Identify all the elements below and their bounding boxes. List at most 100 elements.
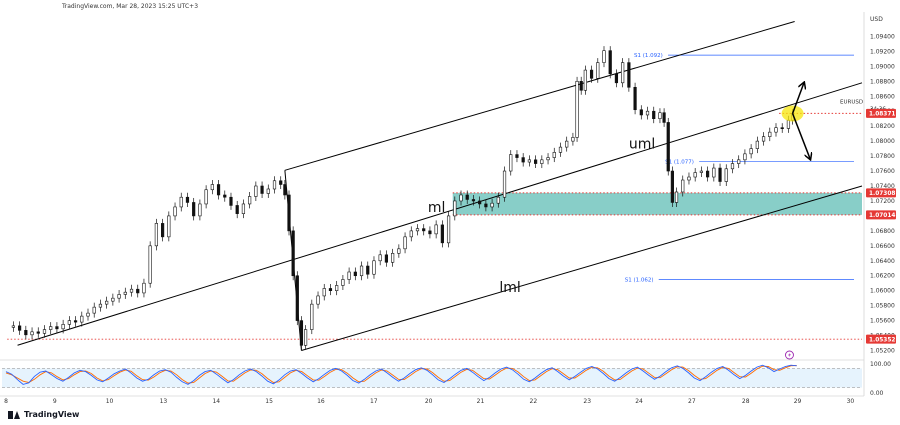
x-tick-label: 30: [847, 398, 855, 405]
price-badge: [866, 334, 896, 344]
candle-body: [409, 230, 413, 238]
candle-body: [558, 146, 563, 153]
candle-body: [283, 184, 287, 196]
candle-body: [279, 180, 283, 185]
y-tick-label: 1.07200: [870, 198, 895, 205]
candle-body: [341, 279, 345, 286]
candle-body: [30, 331, 34, 336]
x-tick-label: 10: [106, 398, 114, 405]
projection-arrow-up: [791, 83, 804, 114]
candle-body: [316, 295, 320, 305]
candle-body: [706, 170, 710, 178]
candle-body: [366, 265, 370, 275]
symbol-tag: EURUSD: [840, 99, 863, 105]
candle-body: [229, 196, 233, 206]
candle-body: [534, 159, 538, 164]
candle-body: [743, 153, 747, 161]
y-tick-label: 1.05200: [870, 348, 895, 355]
candle-body: [210, 184, 214, 191]
price-badge-label: 1.07308: [869, 191, 895, 197]
candle-body: [129, 288, 134, 293]
candle-body: [645, 110, 650, 116]
candle-body: [428, 230, 432, 235]
candle-body: [724, 168, 728, 182]
candle-body: [730, 163, 735, 170]
x-tick-label: 13: [160, 398, 168, 405]
candle-body: [670, 170, 674, 203]
candle-body: [571, 137, 575, 142]
y-tick-label: 1.07800: [870, 153, 895, 160]
candle-body: [98, 303, 103, 308]
candle-body: [693, 172, 697, 178]
y-tick-label: 1.08200: [870, 123, 895, 130]
candle-body: [780, 127, 784, 129]
channel-line: [284, 20, 795, 171]
candle-body: [484, 203, 488, 208]
y-tick-label: 1.05600: [870, 318, 895, 325]
candle-body: [699, 170, 703, 173]
candle-body: [658, 112, 662, 119]
x-tick-label: 8: [4, 398, 8, 405]
candle-body: [579, 81, 583, 91]
candle-body: [681, 179, 685, 193]
y-tick-label: 1.07400: [870, 183, 895, 190]
candle-body: [768, 131, 772, 137]
price-badge-label: 1.08371: [869, 112, 895, 118]
candle-body: [755, 140, 759, 149]
candle-body: [291, 230, 295, 277]
candle-body: [596, 62, 600, 79]
demand-zone: [452, 192, 862, 215]
price-badge: [866, 188, 896, 198]
y-tick-label: 1.08600: [870, 93, 895, 100]
channel-label-lml: lml: [499, 280, 520, 296]
candle-body: [18, 325, 22, 331]
y-tick-label: 1.09200: [870, 48, 895, 55]
y-tick-label: 1.06600: [870, 243, 895, 250]
candle-body: [310, 303, 314, 330]
y-tick-label: 1.09000: [870, 63, 895, 70]
candle-body: [328, 288, 333, 291]
y-tick-label: 1.06000: [870, 288, 895, 295]
candle-body: [397, 248, 401, 254]
channel-line: [17, 82, 863, 346]
price-badge: [866, 108, 896, 118]
candle-body: [415, 228, 420, 232]
candle-body: [359, 265, 364, 277]
y-tick-label: 1.06400: [870, 258, 895, 265]
x-tick-label: 29: [794, 398, 802, 405]
candle-body: [662, 112, 666, 123]
candle-body: [260, 185, 264, 194]
candle-body: [575, 81, 579, 138]
candle-body: [608, 50, 612, 75]
pivot-level-label: S1 (1.077): [665, 159, 694, 165]
y-tick-label: 1.08800: [870, 78, 895, 85]
candle-body: [490, 202, 494, 208]
candle-body: [173, 206, 177, 217]
candle-body: [295, 275, 299, 321]
candle-body: [117, 294, 121, 299]
candle-body: [192, 202, 196, 217]
candle-body: [465, 194, 469, 200]
candle-body: [136, 288, 140, 294]
candle-body: [241, 203, 246, 214]
candle-body: [248, 196, 252, 205]
candle-body: [602, 50, 606, 63]
candle-body: [565, 140, 569, 148]
rsi-band: [2, 368, 862, 388]
y-tick-label: 1.07600: [870, 168, 895, 175]
candle-body: [434, 224, 438, 235]
candle-body: [335, 285, 339, 291]
candle-body: [86, 312, 90, 317]
candle-body: [718, 167, 722, 182]
candle-body: [502, 170, 507, 198]
candle-body: [737, 159, 741, 164]
candle-body: [652, 110, 656, 119]
x-tick-label: 16: [317, 398, 325, 405]
candle-body: [272, 180, 277, 190]
candle-body: [446, 215, 451, 244]
candle-body: [687, 176, 691, 181]
y-tick-label: 1.06200: [870, 273, 895, 280]
price-badge: [866, 210, 896, 220]
candle-body: [266, 188, 270, 194]
